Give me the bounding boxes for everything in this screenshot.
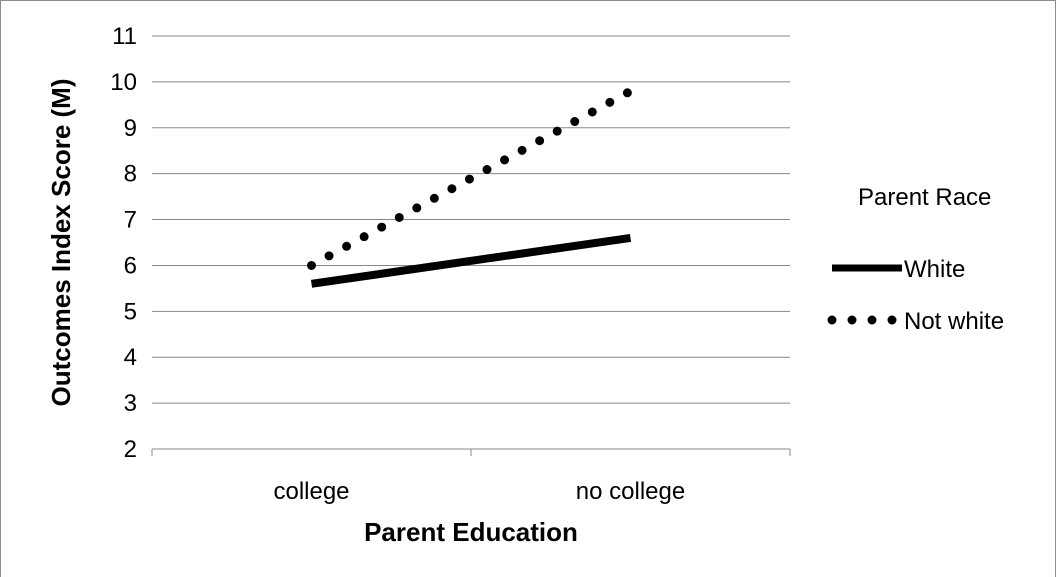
y-tick-label: 3 bbox=[124, 390, 137, 417]
y-axis-title: Outcomes Index Score (M) bbox=[46, 79, 76, 407]
x-tick-label: no college bbox=[576, 478, 685, 505]
y-tick-label: 11 bbox=[112, 23, 137, 50]
y-tick-label: 4 bbox=[124, 344, 137, 371]
legend: Parent Race White Not white bbox=[827, 184, 1004, 335]
y-tick-label: 6 bbox=[124, 252, 137, 279]
x-tick-labels: college no college bbox=[273, 478, 685, 505]
y-tick-label: 10 bbox=[110, 69, 137, 96]
series bbox=[307, 86, 635, 288]
y-tick-labels: 2 3 4 5 6 7 8 9 10 11 bbox=[110, 23, 137, 463]
x-axis-title: Parent Education bbox=[364, 517, 578, 547]
legend-label: White bbox=[904, 256, 965, 283]
series-line bbox=[307, 86, 635, 270]
legend-title: Parent Race bbox=[858, 184, 991, 211]
y-tick-label: 7 bbox=[124, 207, 137, 234]
y-tick-label: 2 bbox=[124, 436, 137, 463]
legend-label: Not white bbox=[904, 308, 1004, 335]
y-tick-label: 5 bbox=[124, 298, 137, 325]
series-line bbox=[310, 233, 632, 288]
gridlines bbox=[152, 35, 790, 404]
y-tick-label: 8 bbox=[124, 161, 137, 188]
y-tick-label: 9 bbox=[124, 115, 137, 142]
axes bbox=[151, 448, 791, 456]
x-tick-label: college bbox=[273, 478, 349, 505]
